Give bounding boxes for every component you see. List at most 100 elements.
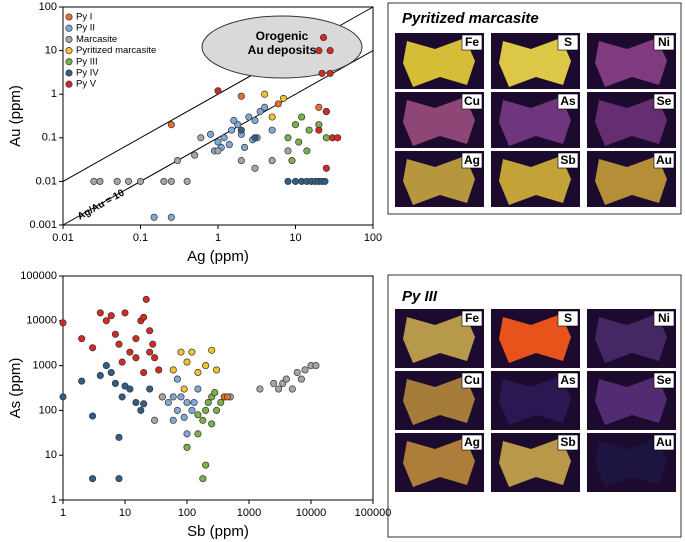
point [89,475,97,483]
point [245,113,253,121]
panel-title: Py III [402,288,438,305]
point [251,164,259,172]
point [197,134,205,142]
point [256,108,264,116]
point [223,393,232,401]
point [220,134,228,142]
point [118,393,126,401]
point [177,393,185,401]
map-grain [403,38,475,87]
map-grain [499,314,571,363]
x-tick-label: 10000 [296,507,327,519]
map-label-box [557,152,579,169]
point [295,138,303,146]
point [237,126,245,134]
map-label-box [557,93,579,110]
point [194,368,202,377]
point [151,416,159,424]
point [155,366,163,374]
y-tick-label: 100 [39,404,57,416]
point [124,177,133,185]
point [305,126,313,134]
point [121,309,129,317]
y-tick-label: 1000 [33,360,57,372]
point [113,177,121,185]
map-grain [403,314,475,363]
legend-label: Py III [76,56,98,67]
point [208,420,216,428]
point [173,406,181,414]
point [89,412,97,420]
point [301,366,309,374]
map-label-box [653,434,675,451]
map-grain [403,97,475,146]
x-tick-label: 0.1 [133,232,148,244]
legend-label: Py II [76,23,95,34]
point [118,358,126,366]
point [160,177,168,185]
point [297,375,305,383]
point [169,416,177,424]
point [315,47,323,55]
point [183,443,191,451]
map-label: Cu [464,94,480,108]
point [199,416,207,424]
point [132,398,140,407]
point [284,177,292,185]
x-tick-label: 100000 [355,507,392,519]
x-tick-label: 1000 [237,507,261,519]
point [191,151,199,159]
map-label: S [564,35,572,49]
point [59,319,67,327]
point [206,130,215,138]
y-tick-label: 100000 [20,270,57,282]
map-label: Ni [658,311,670,325]
point [326,69,334,77]
point [293,368,301,377]
point [102,362,110,370]
point [173,157,182,165]
point [217,398,225,407]
point [214,87,222,95]
point [167,213,175,221]
x-tick-label: 1 [60,507,66,519]
map-label: Fe [465,311,479,325]
point [188,348,196,356]
point [183,177,191,185]
map-label: Se [657,94,672,108]
legend-marker [65,69,73,77]
point [183,358,191,366]
y-tick-label: 100 [39,1,57,13]
map-grain [403,438,475,487]
y-tick-label: 0.001 [29,219,57,231]
point [322,108,330,116]
map-grain [499,97,571,146]
y-tick-label: 0.01 [36,175,57,187]
point [188,406,196,414]
map-label: As [560,373,576,387]
point [149,340,157,348]
legend-marker [65,13,73,21]
map-grain [499,376,571,425]
map-label-box [653,152,675,169]
map-label-box [557,372,579,389]
map-label: Sb [560,153,575,167]
map-grain [595,38,667,87]
ratio-line [62,50,374,226]
map-label-box [461,93,483,110]
point [115,340,123,348]
map-label: S [564,311,572,325]
legend-label: Pyritized marcasite [76,45,156,56]
point [150,213,158,221]
point [268,126,276,134]
point [169,393,177,401]
y-tick-label: 1 [51,494,57,506]
point [90,177,98,185]
map-grain [595,97,667,146]
point [261,90,269,98]
point [78,377,86,385]
map-grain [595,376,667,425]
y-tick-label: 10 [45,45,57,57]
point [225,141,233,149]
point [164,398,172,407]
